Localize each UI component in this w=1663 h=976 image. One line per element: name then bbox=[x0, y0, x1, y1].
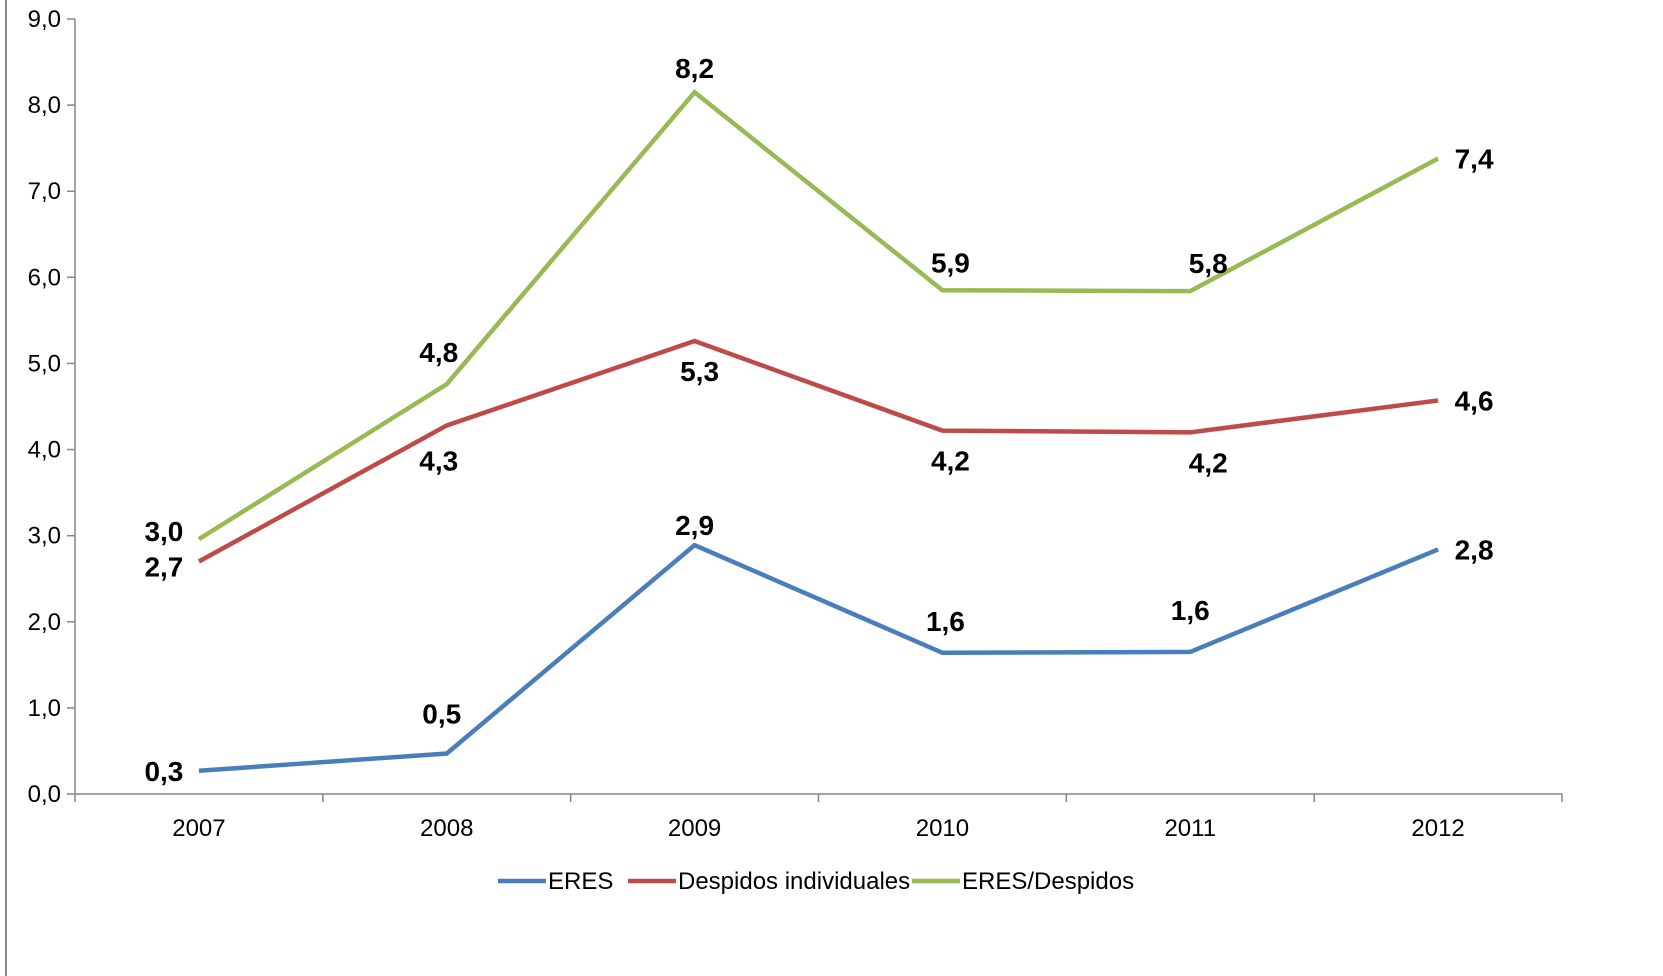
data-label: 4,2 bbox=[1189, 447, 1228, 478]
series-line-2 bbox=[197, 338, 1439, 564]
data-label: 4,8 bbox=[419, 337, 458, 368]
y-tick-label: 2,0 bbox=[28, 609, 61, 636]
series-lines bbox=[197, 89, 1440, 773]
x-tick-label: 2008 bbox=[420, 815, 473, 842]
x-tick-label: 2012 bbox=[1411, 815, 1464, 842]
data-label: 2,9 bbox=[675, 510, 714, 541]
y-tick-label: 6,0 bbox=[28, 264, 61, 291]
y-tick-label: 9,0 bbox=[28, 6, 61, 33]
data-label: 7,4 bbox=[1455, 144, 1494, 175]
y-axis: 0,0 1,0 2,0 3,0 4,0 5,0 6,0 7,0 8,0 9,0 bbox=[28, 6, 76, 808]
y-tick-label: 8,0 bbox=[28, 92, 61, 119]
data-labels: 0,3 0,5 2,9 1,6 1,6 2,8 2,7 4,3 5,3 4,2 4,2 4,6 3,0 4… bbox=[144, 53, 1494, 787]
series-line-3 bbox=[197, 89, 1440, 542]
data-label: 2,8 bbox=[1455, 534, 1494, 565]
legend-label: Despidos individuales bbox=[678, 868, 910, 895]
data-label: 0,3 bbox=[144, 756, 183, 787]
data-label: 4,3 bbox=[419, 445, 458, 476]
data-label: 5,9 bbox=[931, 247, 970, 278]
legend-label: ERES/Despidos bbox=[962, 868, 1134, 895]
series-line-1 bbox=[198, 542, 1439, 773]
x-tick-label: 2010 bbox=[916, 815, 969, 842]
y-tick-label: 7,0 bbox=[28, 178, 61, 205]
data-label: 4,6 bbox=[1455, 385, 1494, 416]
legend-label: ERES bbox=[548, 868, 613, 895]
data-label: 0,5 bbox=[422, 699, 461, 730]
data-label: 8,2 bbox=[675, 53, 714, 84]
data-label: 3,0 bbox=[144, 516, 183, 547]
x-axis: 2007 2008 2009 2010 2011 2012 bbox=[74, 793, 1563, 842]
data-label: 4,2 bbox=[931, 446, 970, 477]
x-tick-label: 2011 bbox=[1164, 815, 1216, 842]
x-tick-label: 2009 bbox=[668, 815, 721, 842]
data-label: 1,6 bbox=[1171, 595, 1210, 626]
data-label: 1,6 bbox=[926, 606, 965, 637]
y-tick-label: 1,0 bbox=[28, 695, 61, 722]
data-label: 5,3 bbox=[680, 356, 719, 387]
legend: ERES Despidos individuales ERES/Despidos bbox=[498, 868, 1134, 895]
x-tick-label: 2007 bbox=[172, 815, 225, 842]
y-tick-label: 3,0 bbox=[28, 523, 61, 550]
data-label: 2,7 bbox=[144, 552, 183, 583]
y-tick-label: 4,0 bbox=[28, 437, 61, 464]
y-tick-label: 0,0 bbox=[28, 781, 61, 808]
y-tick-label: 5,0 bbox=[28, 350, 61, 377]
data-label: 5,8 bbox=[1189, 248, 1228, 279]
